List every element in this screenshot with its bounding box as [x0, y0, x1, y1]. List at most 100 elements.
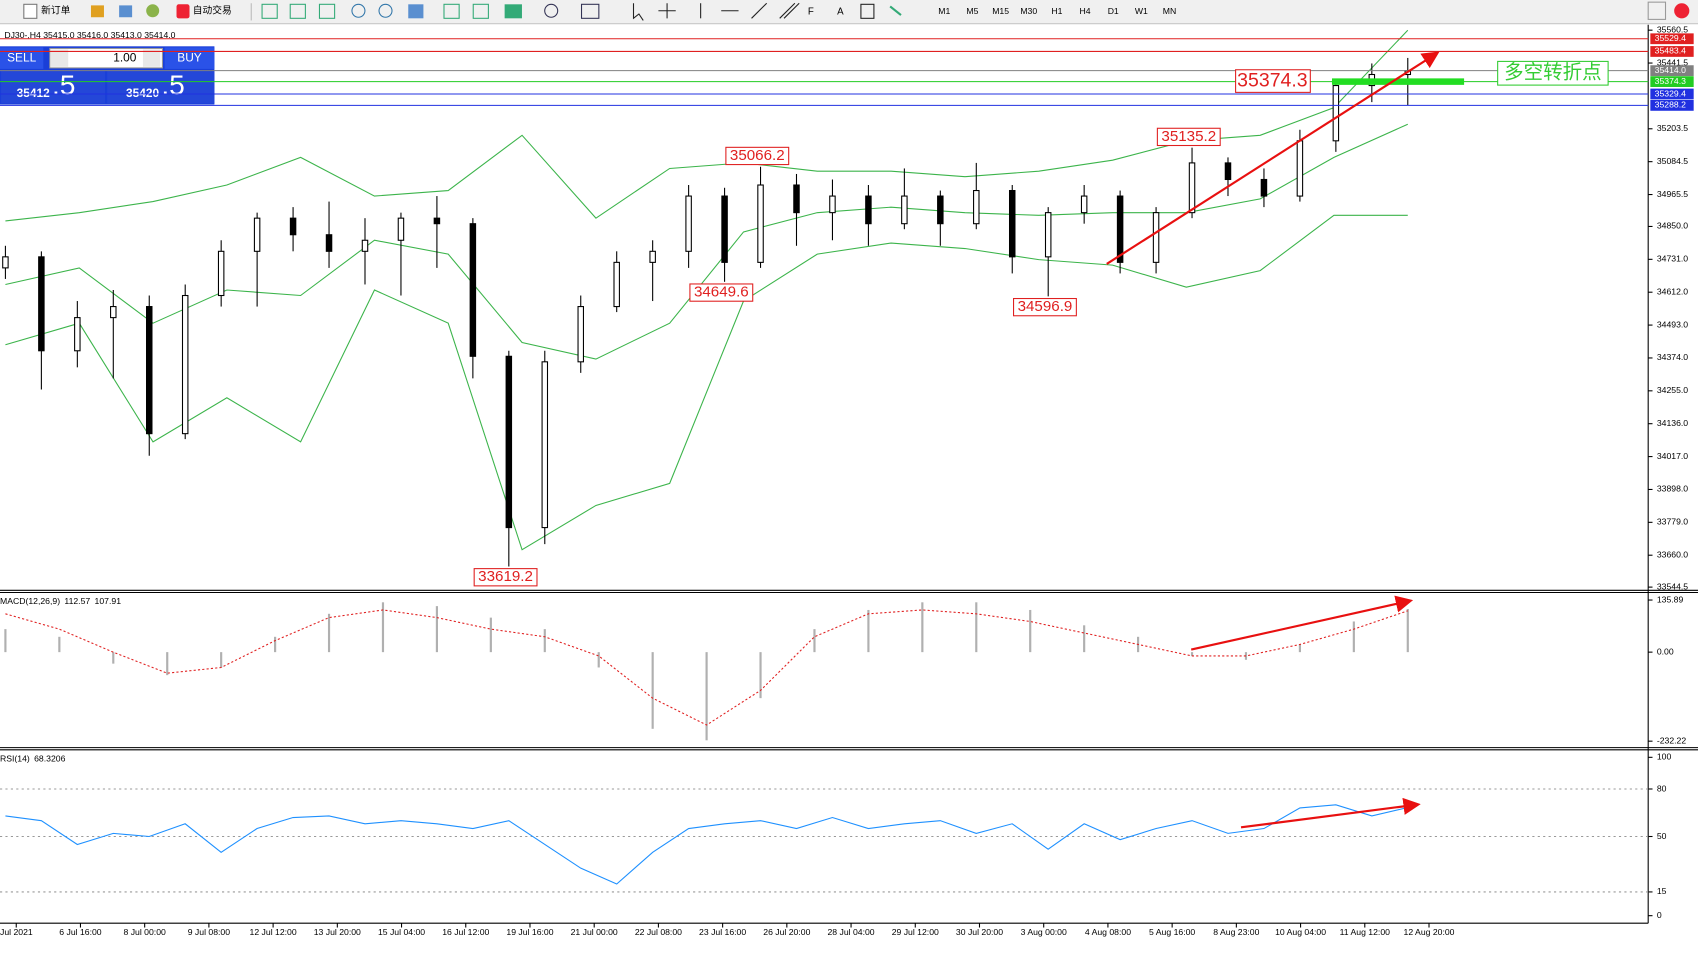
indicator-value: MACD(12,26,9): [0, 596, 60, 606]
candle-body: [829, 195, 836, 214]
price-label-box: [689, 283, 754, 302]
new-order-icon[interactable]: [23, 3, 38, 19]
price-tag-label: 35414.0: [1655, 65, 1686, 75]
x-tick-label: 15 Jul 04:00: [378, 927, 425, 937]
icon[interactable]: [504, 4, 522, 19]
candle-body: [361, 239, 369, 252]
chart-area: [0, 24, 1698, 948]
buy-price-main[interactable]: 35420: [126, 86, 160, 100]
timeframe-button[interactable]: M30: [1020, 6, 1037, 16]
macd-bar: [1406, 608, 1409, 653]
sell-price-fraction[interactable]: .5: [52, 70, 75, 101]
channel-tool[interactable]: [779, 2, 800, 19]
timeframe-button[interactable]: M1: [938, 6, 950, 16]
icon[interactable]: [90, 5, 104, 18]
lots-input[interactable]: [49, 47, 163, 69]
icon[interactable]: [146, 4, 160, 18]
timeframe-button[interactable]: W1: [1135, 6, 1148, 16]
cursor-tool[interactable]: [632, 3, 644, 21]
icon[interactable]: [318, 3, 336, 19]
macd-bar: [651, 652, 654, 729]
timeframe-button[interactable]: M15: [992, 6, 1009, 16]
trendline-tool[interactable]: [751, 2, 768, 19]
candle-body: [1116, 195, 1124, 263]
y-tick-label: 33898.0: [1657, 484, 1688, 494]
y-tick-label: 100: [1657, 752, 1672, 762]
candle-body: [505, 355, 513, 529]
auto-trading-icon[interactable]: [176, 4, 190, 19]
sell-label[interactable]: SELL: [7, 50, 37, 64]
x-tick-label: 16 Jul 12:00: [442, 927, 489, 937]
candle-body: [1152, 212, 1160, 263]
zoom-in[interactable]: [351, 3, 366, 18]
icon[interactable]: [119, 5, 133, 18]
candle-body: [433, 217, 441, 225]
y-tick-label: 34255.0: [1657, 385, 1688, 395]
x-tick-label: 28 Jul 04:00: [827, 927, 874, 937]
label-tool[interactable]: [860, 3, 875, 19]
y-tick-label: 34965.5: [1657, 189, 1688, 199]
zoom-out[interactable]: [378, 3, 393, 18]
icon[interactable]: [289, 3, 306, 19]
macd-bar: [867, 609, 870, 653]
candle-body: [1332, 85, 1340, 142]
macd-bar: [435, 606, 438, 653]
fibo-tool[interactable]: F: [808, 6, 814, 17]
macd-bar: [813, 629, 816, 653]
buy-button[interactable]: [164, 47, 215, 69]
one-click-trading: SELL 1.00 BUY 35412 .5 35420 .5: [0, 46, 215, 105]
buy-price-fraction[interactable]: .5: [161, 70, 184, 101]
indicator-value: 107.91: [95, 596, 122, 606]
icon[interactable]: [544, 3, 559, 18]
text-tool[interactable]: A: [837, 6, 844, 17]
candle-body: [613, 261, 620, 308]
y-tick-label: 34850.0: [1657, 221, 1688, 231]
y-tick-label: 33779.0: [1657, 517, 1688, 527]
macd-bar: [4, 629, 7, 653]
x-tick-label: 8 Aug 23:00: [1213, 927, 1259, 937]
timeframe-button[interactable]: H4: [1080, 6, 1091, 16]
lots-value[interactable]: 1.00: [113, 50, 137, 64]
new-order-button[interactable]: 新订单: [41, 3, 71, 16]
timeframe-button[interactable]: MN: [1163, 6, 1176, 16]
sell-button[interactable]: [0, 47, 44, 69]
price-label: 34649.6: [694, 284, 749, 301]
candle-body: [973, 189, 980, 225]
candle-body: [757, 184, 764, 263]
macd-bar: [705, 652, 708, 741]
timeframe-button[interactable]: H1: [1051, 6, 1062, 16]
sell-price-box[interactable]: [1, 71, 106, 104]
y-tick-label: 35084.5: [1657, 156, 1688, 166]
notification-badge[interactable]: [1674, 3, 1690, 19]
toolbar-items: 新订单 自动交易 F A M1 M5 M15 M30 H1 H4 D1 W1 MN: [23, 2, 1176, 21]
macd-bar: [1029, 609, 1032, 653]
auto-trading-button[interactable]: 自动交易: [193, 3, 232, 16]
lots-down[interactable]: [50, 49, 69, 67]
y-tick-label: 34374.0: [1657, 352, 1688, 362]
x-tick-label: 5 Aug 16:00: [1149, 927, 1195, 937]
icon[interactable]: [408, 4, 424, 19]
y-tick-label: 34612.0: [1657, 286, 1688, 296]
icon[interactable]: [472, 3, 489, 19]
lots-up[interactable]: [142, 49, 161, 67]
icon[interactable]: [580, 3, 600, 19]
price-tag-label: 35483.4: [1655, 46, 1686, 56]
chart-header: DJ30-,H4 35415.0 35416.0 35413.0 35414.0: [4, 30, 175, 40]
y-tick-label: 35441.5: [1657, 57, 1688, 67]
buy-label[interactable]: BUY: [177, 50, 202, 64]
candle-body: [1188, 162, 1196, 214]
crosshair-tool[interactable]: [658, 3, 676, 19]
timeframe-button[interactable]: M5: [966, 6, 978, 16]
search-button[interactable]: [1647, 1, 1667, 20]
timeframe-button[interactable]: D1: [1108, 6, 1119, 16]
arrow-tool[interactable]: [889, 5, 902, 16]
price-label: 35066.2: [730, 147, 785, 164]
candle-body: [1224, 162, 1232, 181]
icon[interactable]: [261, 3, 278, 19]
buy-price-box[interactable]: [107, 71, 215, 104]
sell-price-main[interactable]: 35412: [17, 86, 51, 100]
indicator-value: 68.3206: [34, 754, 65, 764]
icon[interactable]: [443, 3, 460, 19]
x-tick-label: 9 Jul 08:00: [188, 927, 231, 937]
